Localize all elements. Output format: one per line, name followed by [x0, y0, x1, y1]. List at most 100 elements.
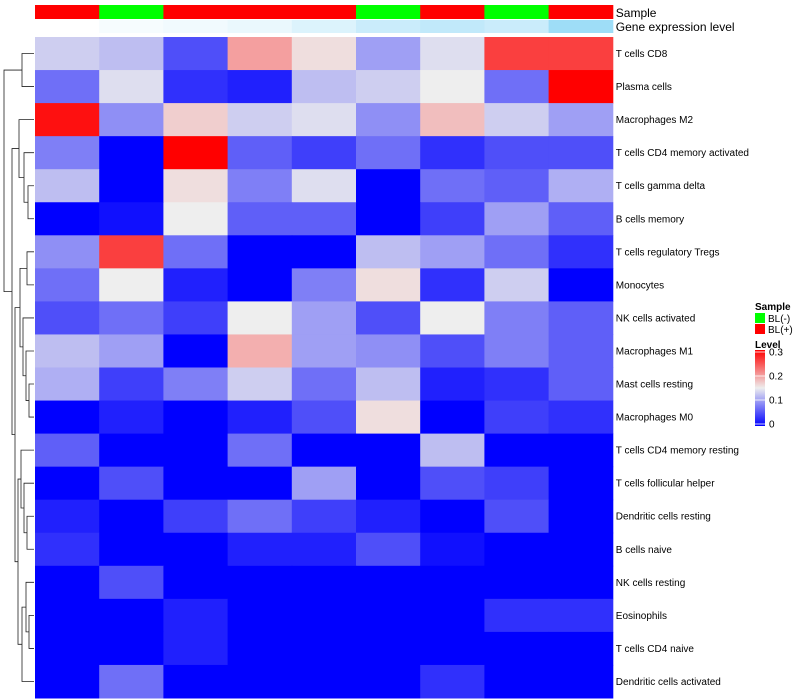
- heatmap-cell: [291, 532, 357, 567]
- heatmap-cell: [99, 235, 164, 269]
- row-label: B cells memory: [616, 214, 684, 225]
- heatmap-cell: [163, 532, 229, 567]
- heatmap-cell: [291, 565, 357, 600]
- heatmap-cell: [484, 301, 550, 335]
- heatmap-cell: [356, 598, 421, 633]
- heatmap-cell: [163, 103, 229, 137]
- annotation-bars: [35, 5, 614, 33]
- heatmap-cell: [420, 466, 485, 501]
- heatmap-cell: [99, 532, 164, 567]
- heatmap-cell: [484, 70, 550, 104]
- heatmap-cell: [35, 433, 100, 468]
- heatmap-cell: [227, 631, 293, 666]
- heatmap-cell: [163, 136, 229, 170]
- heatmap-cell: [291, 433, 357, 468]
- heatmap-cell: [484, 466, 550, 501]
- heatmap-cell: [291, 334, 357, 368]
- heatmap-cell: [35, 631, 100, 666]
- annotation-label-sample: Sample: [616, 6, 657, 20]
- heatmap-cell: [163, 367, 229, 402]
- heatmap-cell: [35, 235, 100, 269]
- heatmap-cell: [420, 499, 485, 534]
- heatmap-cell: [356, 334, 421, 368]
- heatmap-cell: [420, 37, 485, 71]
- heatmap-cell: [227, 235, 293, 269]
- heatmap-cell: [420, 334, 485, 368]
- heatmap-cell: [484, 235, 550, 269]
- heatmap-cell: [356, 37, 421, 71]
- heatmap-cell: [99, 37, 164, 71]
- heatmap-cell: [163, 169, 229, 203]
- heatmap-cell: [163, 598, 229, 633]
- heatmap-cell: [163, 70, 229, 104]
- heatmap-cell: [227, 169, 293, 203]
- heatmap-cell: [420, 400, 485, 435]
- heatmap-cell: [99, 103, 164, 137]
- heatmap-cell: [35, 532, 100, 567]
- row-labels: T cells CD8 Plasma cells Macrophages M2 T c…: [616, 49, 749, 688]
- heatmap-cell: [99, 334, 164, 368]
- heatmap-cell: [420, 169, 485, 203]
- heatmap-cell: [163, 202, 229, 236]
- heatmap-cell: [163, 235, 229, 269]
- legend-swatch: [755, 324, 765, 334]
- row-label: Plasma cells: [616, 82, 672, 93]
- row-label: Monocytes: [616, 280, 664, 291]
- heatmap-cell: [35, 103, 100, 137]
- sample-annotation-cell: [420, 5, 485, 19]
- heatmap-cell: [420, 103, 485, 137]
- heatmap-cell: [163, 466, 229, 501]
- heatmap-cell: [356, 565, 421, 600]
- sample-annotation-cell: [35, 5, 100, 19]
- heatmap-cell: [548, 532, 614, 567]
- heatmap-cell: [484, 499, 550, 534]
- heatmap-cell: [356, 235, 421, 269]
- gene-level-annotation-cell: [99, 20, 164, 33]
- heatmap-cell: [163, 301, 229, 335]
- heatmap-cell: [548, 301, 614, 335]
- heatmap-cell: [291, 631, 357, 666]
- heatmap-cell: [484, 400, 550, 435]
- heatmap-cell: [227, 202, 293, 236]
- legend-sample-items: BL(-)BL(+): [755, 313, 793, 336]
- heatmap-cell: [484, 565, 550, 600]
- row-label: Eosinophils: [616, 611, 667, 622]
- sample-annotation-cell: [356, 5, 421, 19]
- heatmap-cell: [35, 565, 100, 600]
- heatmap-cell: [227, 70, 293, 104]
- heatmap-cell: [484, 334, 550, 368]
- heatmap-cell: [548, 334, 614, 368]
- row-label: B cells naive: [616, 545, 673, 556]
- heatmap-cell: [484, 367, 550, 402]
- heatmap-cell: [35, 664, 100, 699]
- heatmap-cell: [291, 400, 357, 435]
- gene-level-annotation-cell: [420, 20, 485, 33]
- heatmap-cell: [291, 37, 357, 71]
- level-ticks: 0 0.1 0.2 0.3: [755, 348, 783, 431]
- heatmap-cell: [291, 103, 357, 137]
- heatmap-cell: [35, 136, 100, 170]
- row-label: Macrophages M1: [616, 346, 694, 357]
- sample-annotation-cell: [291, 5, 357, 19]
- heatmap-cell: [35, 169, 100, 203]
- heatmap-cell: [484, 532, 550, 567]
- level-tick-label: 0.2: [769, 372, 783, 383]
- row-label: T cells CD4 naive: [616, 644, 695, 655]
- heatmap-cell: [227, 136, 293, 170]
- heatmap-cell: [227, 103, 293, 137]
- heatmap-cell: [291, 136, 357, 170]
- row-label: T cells CD4 memory activated: [616, 148, 749, 159]
- heatmap-cell: [99, 301, 164, 335]
- heatmap-cell: [356, 532, 421, 567]
- heatmap-cell: [163, 37, 229, 71]
- heatmap-cell: [548, 70, 614, 104]
- heatmap-cell: [99, 565, 164, 600]
- heatmap-cell: [420, 202, 485, 236]
- heatmap-cell: [227, 565, 293, 600]
- heatmap-cell: [227, 664, 293, 699]
- gene-level-annotation-cell: [163, 20, 229, 33]
- sample-annotation-cell: [99, 5, 164, 19]
- heatmap-cell: [163, 268, 229, 302]
- heatmap-cell: [99, 268, 164, 302]
- heatmap-cell: [99, 70, 164, 104]
